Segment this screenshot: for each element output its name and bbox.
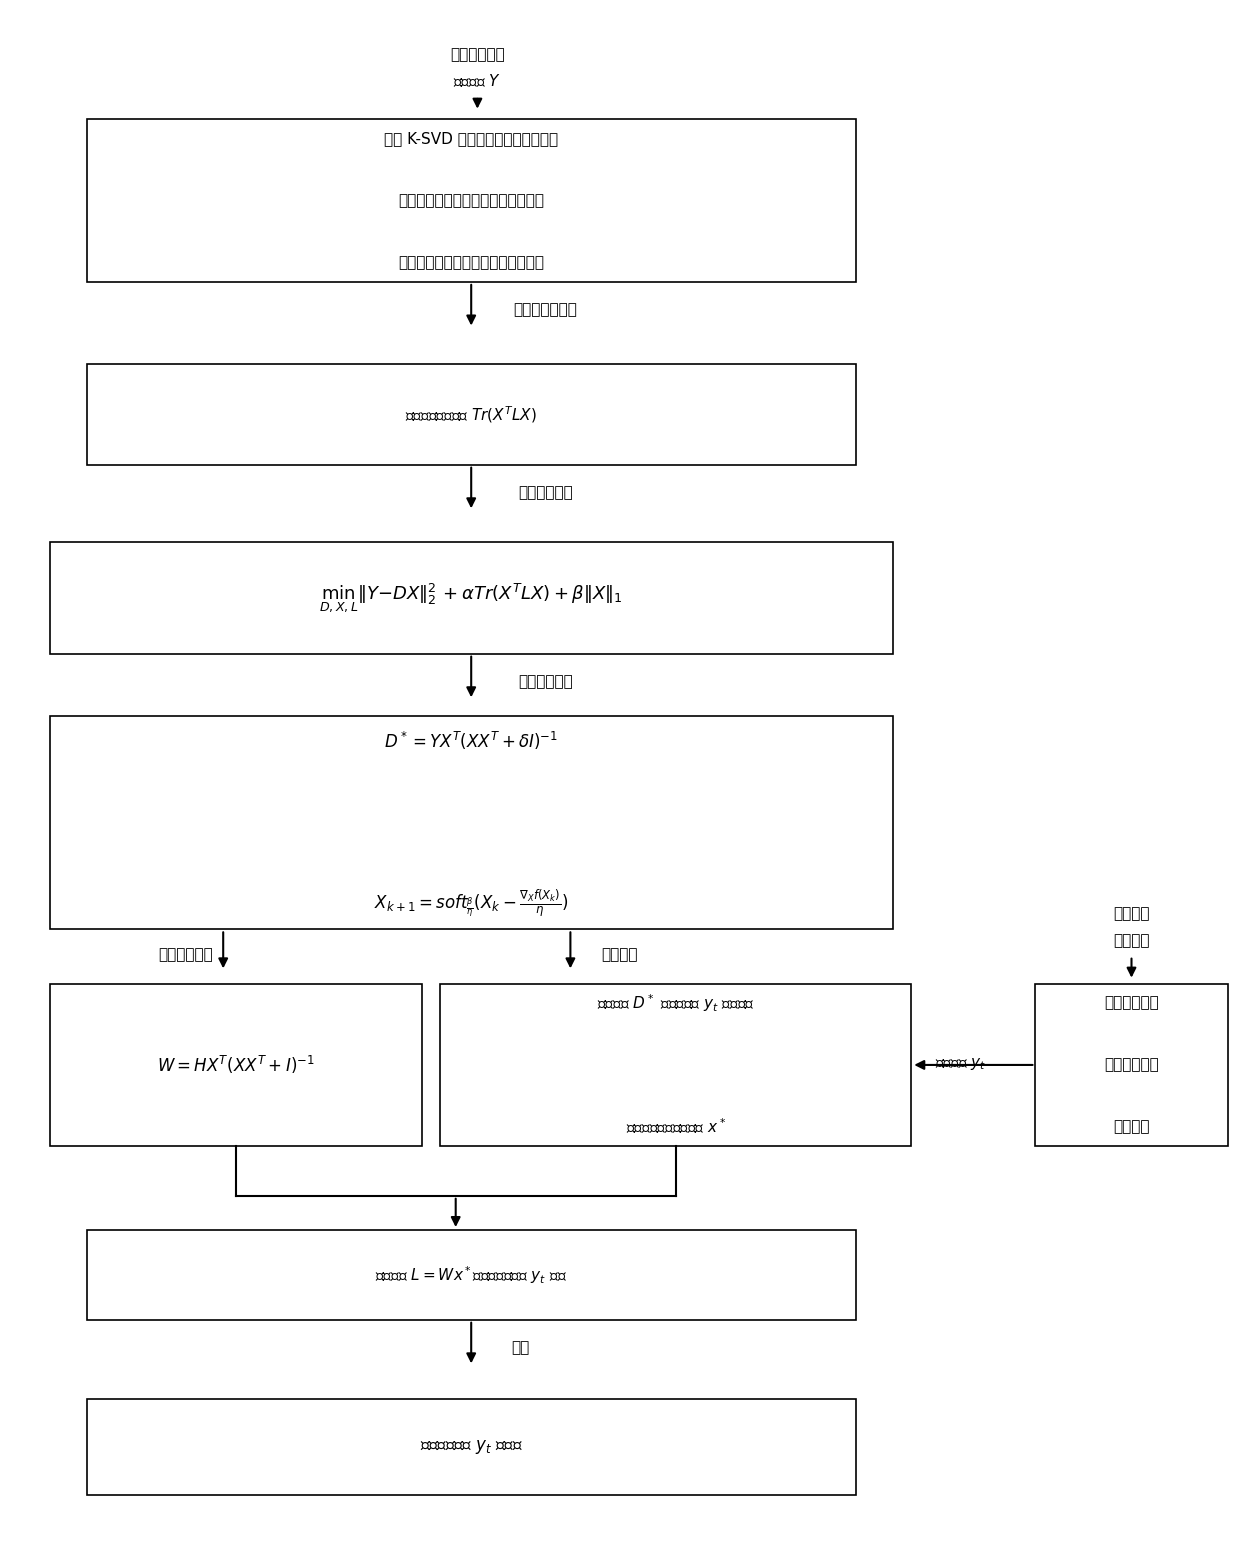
Text: $D^* = YX^T(XX^T + \delta I)^{-1}$: $D^* = YX^T(XX^T + \delta I)^{-1}$ xyxy=(384,730,558,753)
Text: 图像集合 $Y$: 图像集合 $Y$ xyxy=(454,73,501,88)
Bar xyxy=(440,984,911,1146)
Text: 编码系数，并初始化拉普拉斯矩阵。: 编码系数，并初始化拉普拉斯矩阵。 xyxy=(398,256,544,270)
Bar xyxy=(50,542,893,654)
Bar xyxy=(50,716,893,929)
Text: 稀疏表示: 稀疏表示 xyxy=(601,946,639,962)
Bar xyxy=(87,1230,856,1320)
Text: 利用 K-SVD 算法为每类人脸图像学习: 利用 K-SVD 算法为每类人脸图像学习 xyxy=(384,132,558,146)
Text: 输入测试: 输入测试 xyxy=(1114,906,1149,922)
Bar xyxy=(50,984,422,1146)
Bar xyxy=(87,1399,856,1495)
Text: 检测算法: 检测算法 xyxy=(1114,1120,1149,1134)
Text: 人脸图像 $y_t$: 人脸图像 $y_t$ xyxy=(935,1056,987,1072)
Text: $W = HX^T\left(XX^T + I\right)^{-1}$: $W = HX^T\left(XX^T + I\right)^{-1}$ xyxy=(156,1053,315,1077)
Text: 人脸视频: 人脸视频 xyxy=(1114,932,1149,948)
Text: 构造局部约束项: 构造局部约束项 xyxy=(513,302,578,318)
Text: 一个特定类字典，获得初始化字典和: 一个特定类字典，获得初始化字典和 xyxy=(398,194,544,208)
Text: $X_{k+1} = soft_{\frac{\beta}{\eta}}(X_k - \frac{\nabla_X f(X_k)}{\eta})$: $X_{k+1} = soft_{\frac{\beta}{\eta}}(X_k… xyxy=(374,888,568,920)
Text: 计算分类参数: 计算分类参数 xyxy=(159,946,213,962)
Text: 摄视频的人脸: 摄视频的人脸 xyxy=(1104,1058,1159,1072)
Bar xyxy=(87,364,856,465)
Text: 输入训练人脸: 输入训练人脸 xyxy=(450,46,505,62)
Text: 测试人脸图像 $y_t$ 的类标: 测试人脸图像 $y_t$ 的类标 xyxy=(419,1437,523,1456)
Text: 表示，并获得表示系数 $x^*$: 表示，并获得表示系数 $x^*$ xyxy=(626,1117,725,1137)
Text: 输出: 输出 xyxy=(512,1340,529,1355)
Text: 基于摄像头拍: 基于摄像头拍 xyxy=(1104,996,1159,1010)
Text: 自适应局部约束项 $Tr(X^TLX)$: 自适应局部约束项 $Tr(X^TLX)$ xyxy=(405,404,537,424)
Text: 类标矢量 $L=Wx^*$，并把测试样本 $y_t$ 归到: 类标矢量 $L=Wx^*$，并把测试样本 $y_t$ 归到 xyxy=(376,1264,567,1286)
Text: 构造目标函数: 构造目标函数 xyxy=(518,485,573,500)
Bar xyxy=(1035,984,1228,1146)
Text: $\min_{D,X,L}\|Y - DX\|_2^2 + \alpha Tr\left(X^TLX\right) + \beta\|X\|_1$: $\min_{D,X,L}\|Y - DX\|_2^2 + \alpha Tr\… xyxy=(320,581,622,615)
Bar xyxy=(87,119,856,282)
Text: 利用字典 $D^*$ 对人脸图像 $y_t$ 进行稀疏: 利用字典 $D^*$ 对人脸图像 $y_t$ 进行稀疏 xyxy=(596,993,755,1015)
Text: 目标函数求解: 目标函数求解 xyxy=(518,674,573,689)
